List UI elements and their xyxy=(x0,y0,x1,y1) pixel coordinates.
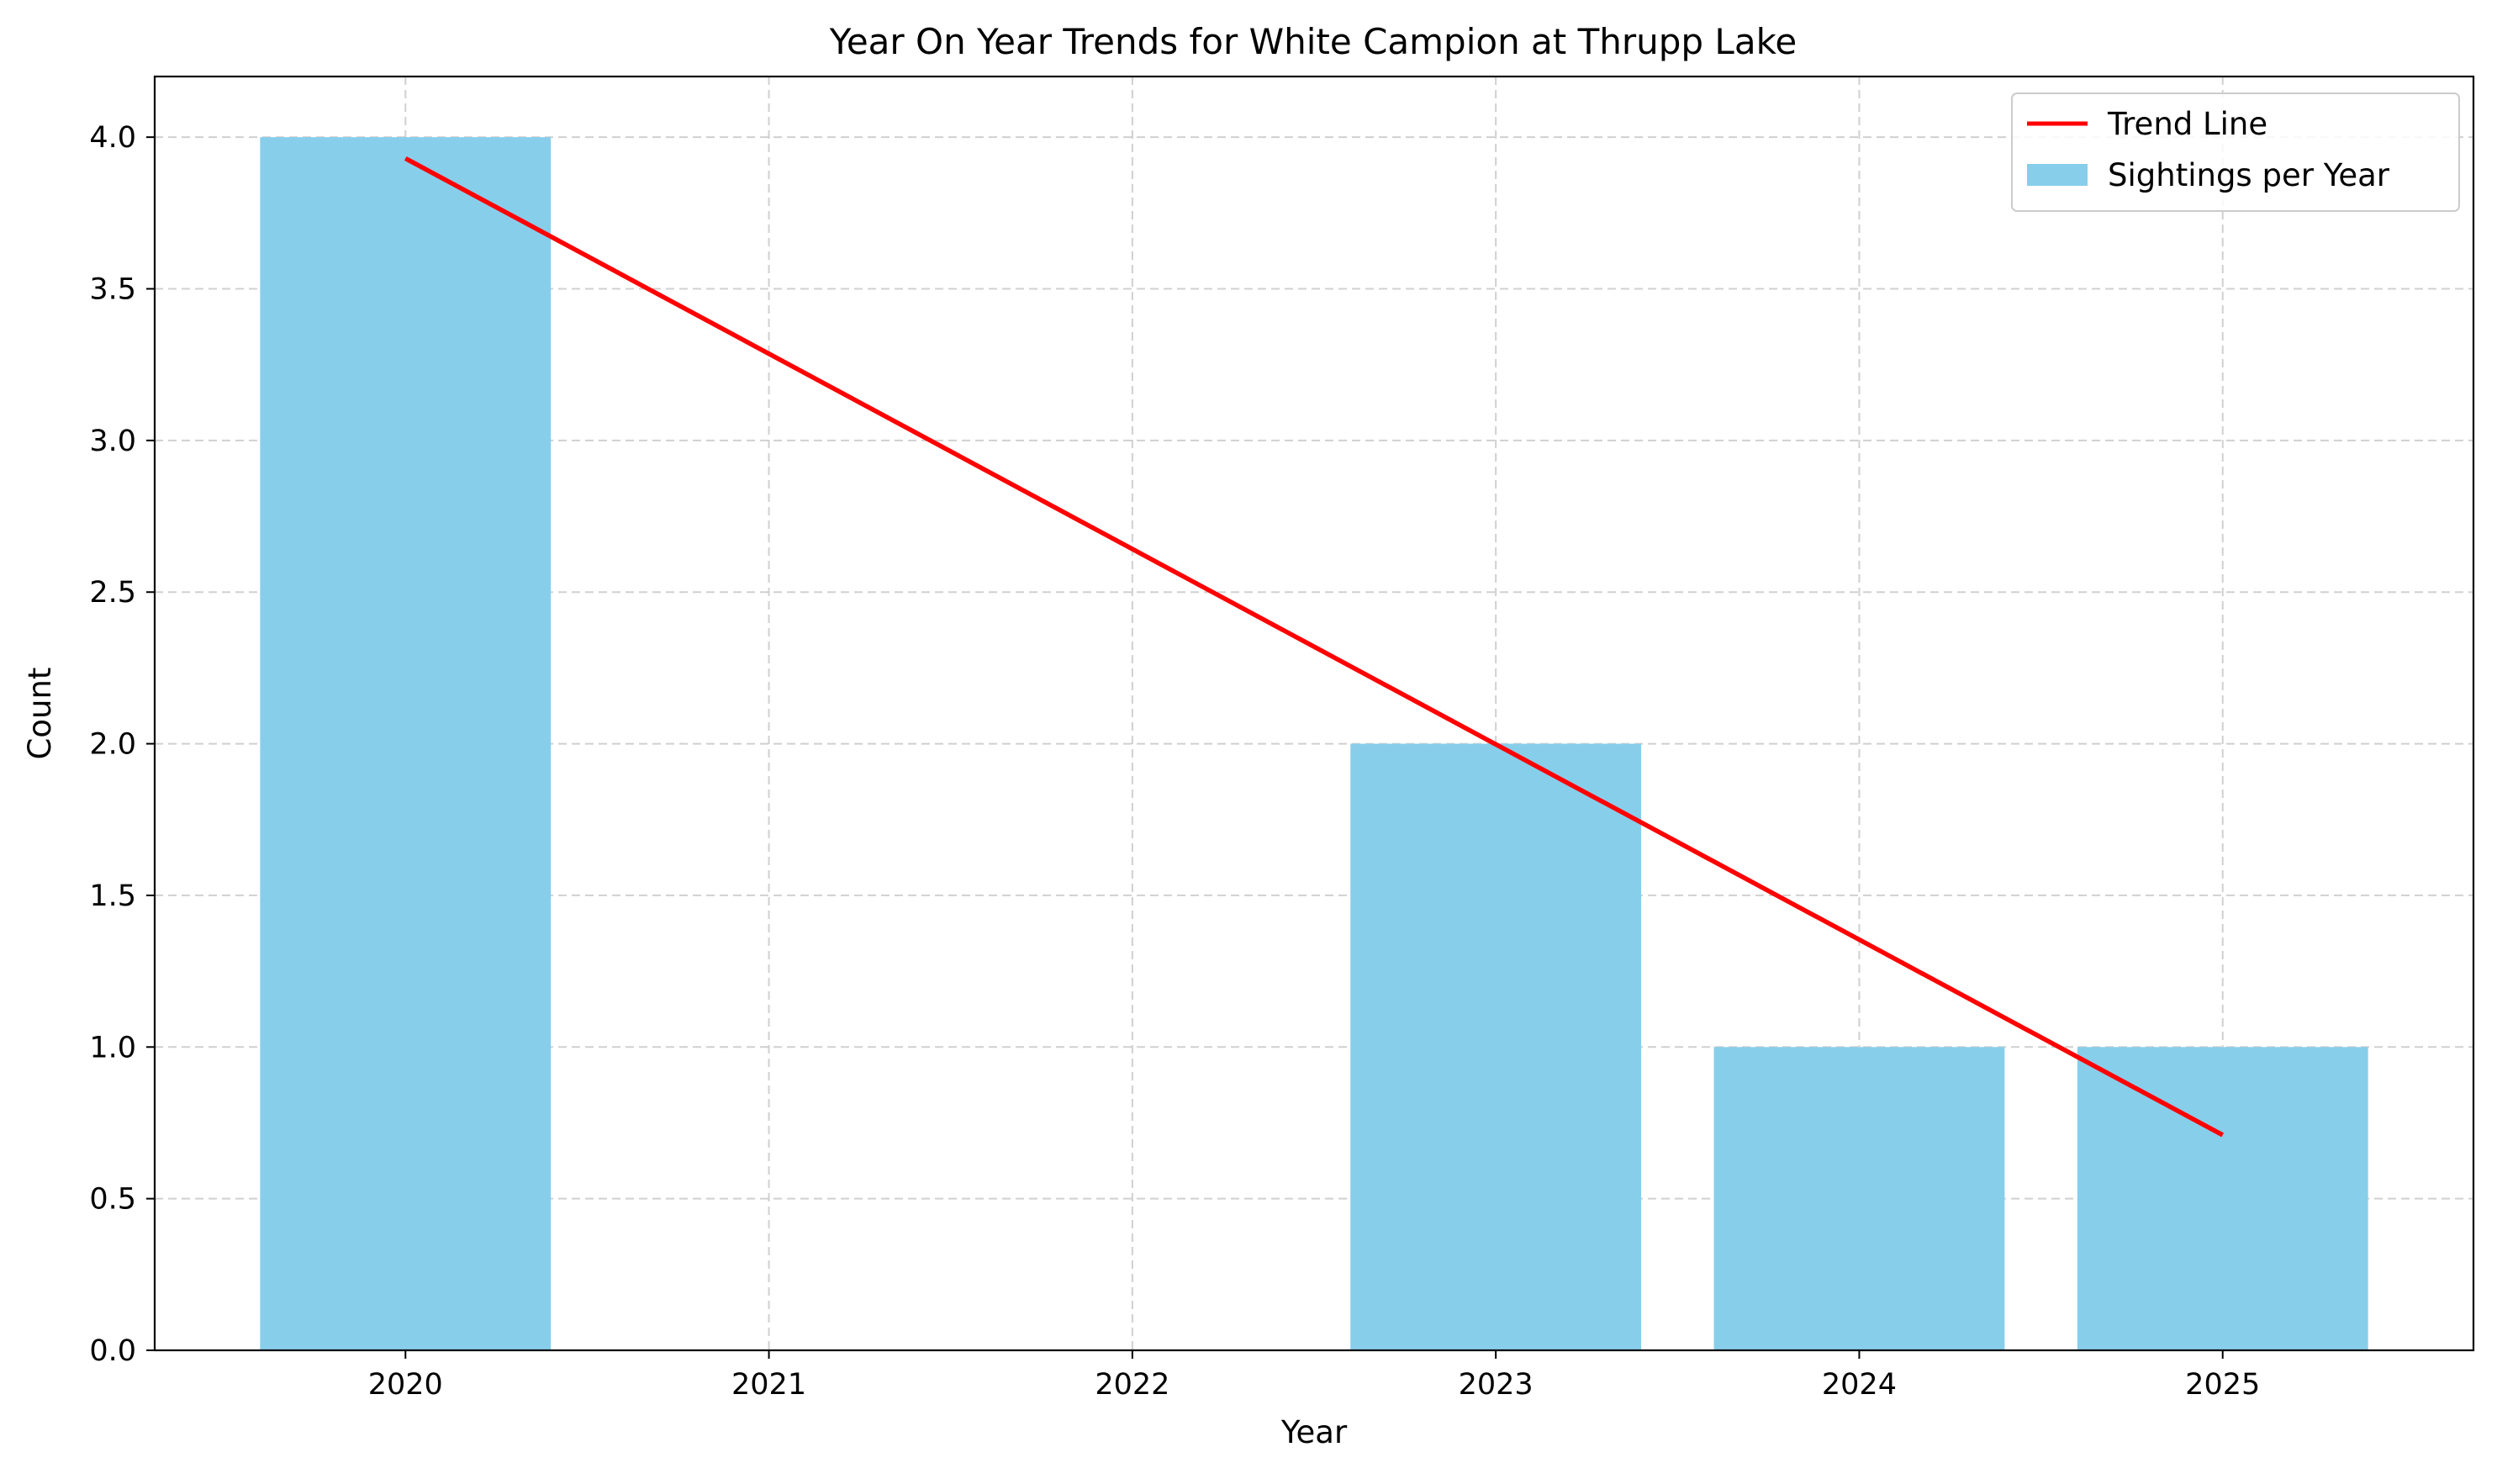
x-axis: 2020 2021 2022 2023 2024 2025 xyxy=(368,1350,2260,1402)
legend-box xyxy=(2011,92,2460,212)
x-tick-label-2021: 2021 xyxy=(731,1368,806,1402)
x-tick-label-2025: 2025 xyxy=(2185,1368,2260,1402)
x-tick-label-2023: 2023 xyxy=(1459,1368,1534,1402)
bar-2025 xyxy=(2077,1047,2368,1350)
y-tick-label-1.5: 1.5 xyxy=(89,879,136,913)
y-axis: 0.0 0.5 1.0 1.5 2.0 2.5 3.0 3.5 4.0 xyxy=(89,121,155,1368)
y-tick-label-3.5: 3.5 xyxy=(89,273,136,307)
bars xyxy=(260,137,2368,1351)
x-axis-label: Year xyxy=(1280,1414,1348,1450)
trend-line-layer xyxy=(404,156,2225,1138)
y-tick-label-2.0: 2.0 xyxy=(89,728,136,762)
x-tick-label-2020: 2020 xyxy=(368,1368,443,1402)
trend-line xyxy=(404,156,2225,1138)
y-tick-label-0.0: 0.0 xyxy=(89,1334,136,1368)
y-axis-label: Count xyxy=(22,668,58,760)
y-tick-label-2.5: 2.5 xyxy=(89,576,136,610)
bar-2020 xyxy=(260,137,552,1351)
legend: Trend Line Sightings per Year xyxy=(2011,92,2460,212)
bar-2023 xyxy=(1350,743,1642,1350)
y-tick-label-1.0: 1.0 xyxy=(89,1031,136,1064)
legend-entry-trend-line: Trend Line xyxy=(2107,106,2267,142)
y-tick-label-4.0: 4.0 xyxy=(89,121,136,155)
legend-swatch-sightings xyxy=(2027,164,2088,186)
x-tick-label-2022: 2022 xyxy=(1095,1368,1169,1402)
bar-2024 xyxy=(1713,1047,2005,1350)
legend-entry-sightings: Sightings per Year xyxy=(2108,157,2390,193)
y-tick-label-3.0: 3.0 xyxy=(89,425,136,458)
plot-frame xyxy=(153,75,2475,1352)
chart-title: Year On Year Trends for White Campion at… xyxy=(829,21,1798,62)
x-tick-label-2024: 2024 xyxy=(1822,1368,1897,1402)
y-tick-label-0.5: 0.5 xyxy=(89,1183,136,1217)
